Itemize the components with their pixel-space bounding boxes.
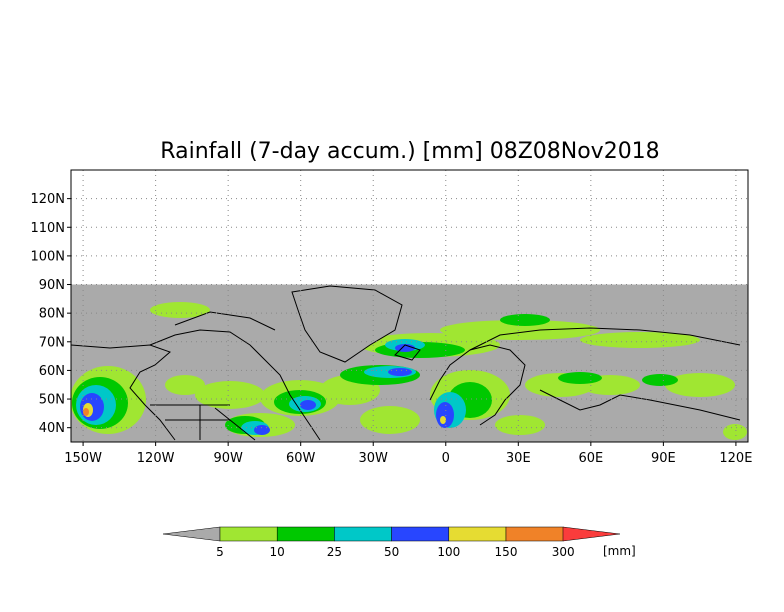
colorbar-label: 100 <box>437 545 460 559</box>
axis-ticks <box>67 198 737 446</box>
colorbar-bin <box>505 526 564 542</box>
lat-tick-label: 90N <box>39 278 65 293</box>
colorbar-bin <box>391 526 450 542</box>
colorbar-label: 300 <box>552 545 575 559</box>
lon-tick-label: 60E <box>578 451 603 466</box>
coastlines <box>71 285 741 441</box>
colorbar-bin <box>276 526 335 542</box>
lat-tick-label: 40N <box>39 421 65 436</box>
colorbar-label: 150 <box>495 545 518 559</box>
lat-tick-label: 60N <box>39 364 65 379</box>
map-title: Rainfall (7-day accum.) [mm] 08Z08Nov201… <box>160 139 659 164</box>
lat-tick-label: 120N <box>30 192 65 207</box>
longitude-labels: 150W 120W 90W 60W 30W 0 30E 60E 90E 120E <box>64 451 752 466</box>
rainfall-field <box>71 286 747 440</box>
plot-frame <box>70 169 749 443</box>
lat-tick-label: 80N <box>39 307 65 322</box>
colorbar: 5 10 25 50 100 150 300 [mm] <box>162 526 636 559</box>
colorbar-bin <box>219 526 278 542</box>
lon-tick-label: 90W <box>213 451 243 466</box>
lat-tick-label: 100N <box>30 249 65 264</box>
lon-tick-label: 0 <box>442 451 450 466</box>
colorbar-labels: 5 10 25 50 100 150 300 <box>216 545 574 559</box>
lon-tick-label: 30E <box>506 451 531 466</box>
colorbar-label: 5 <box>216 545 224 559</box>
map-grid <box>71 170 748 442</box>
colorbar-bin <box>334 526 392 542</box>
colorbar-label: 10 <box>270 545 285 559</box>
lat-tick-label: 110N <box>30 221 65 236</box>
lon-tick-label: 60W <box>286 451 316 466</box>
lon-tick-label: 120W <box>137 451 175 466</box>
colorbar-bin <box>448 526 507 542</box>
colorbar-unit-label: [mm] <box>603 544 636 558</box>
latitude-labels: 120N 110N 100N 90N 80N 70N 60N 50N 40N <box>30 192 65 436</box>
colorbar-label: 25 <box>327 545 342 559</box>
colorbar-label: 50 <box>384 545 399 559</box>
lon-tick-label: 30W <box>359 451 389 466</box>
lon-tick-label: 150W <box>64 451 102 466</box>
colorbar-above-triangle <box>562 526 621 542</box>
lat-tick-label: 70N <box>39 335 65 350</box>
lat-tick-label: 50N <box>39 393 65 408</box>
lon-tick-label: 90E <box>651 451 676 466</box>
lon-tick-label: 120E <box>719 451 752 466</box>
colorbar-bins <box>219 526 564 542</box>
